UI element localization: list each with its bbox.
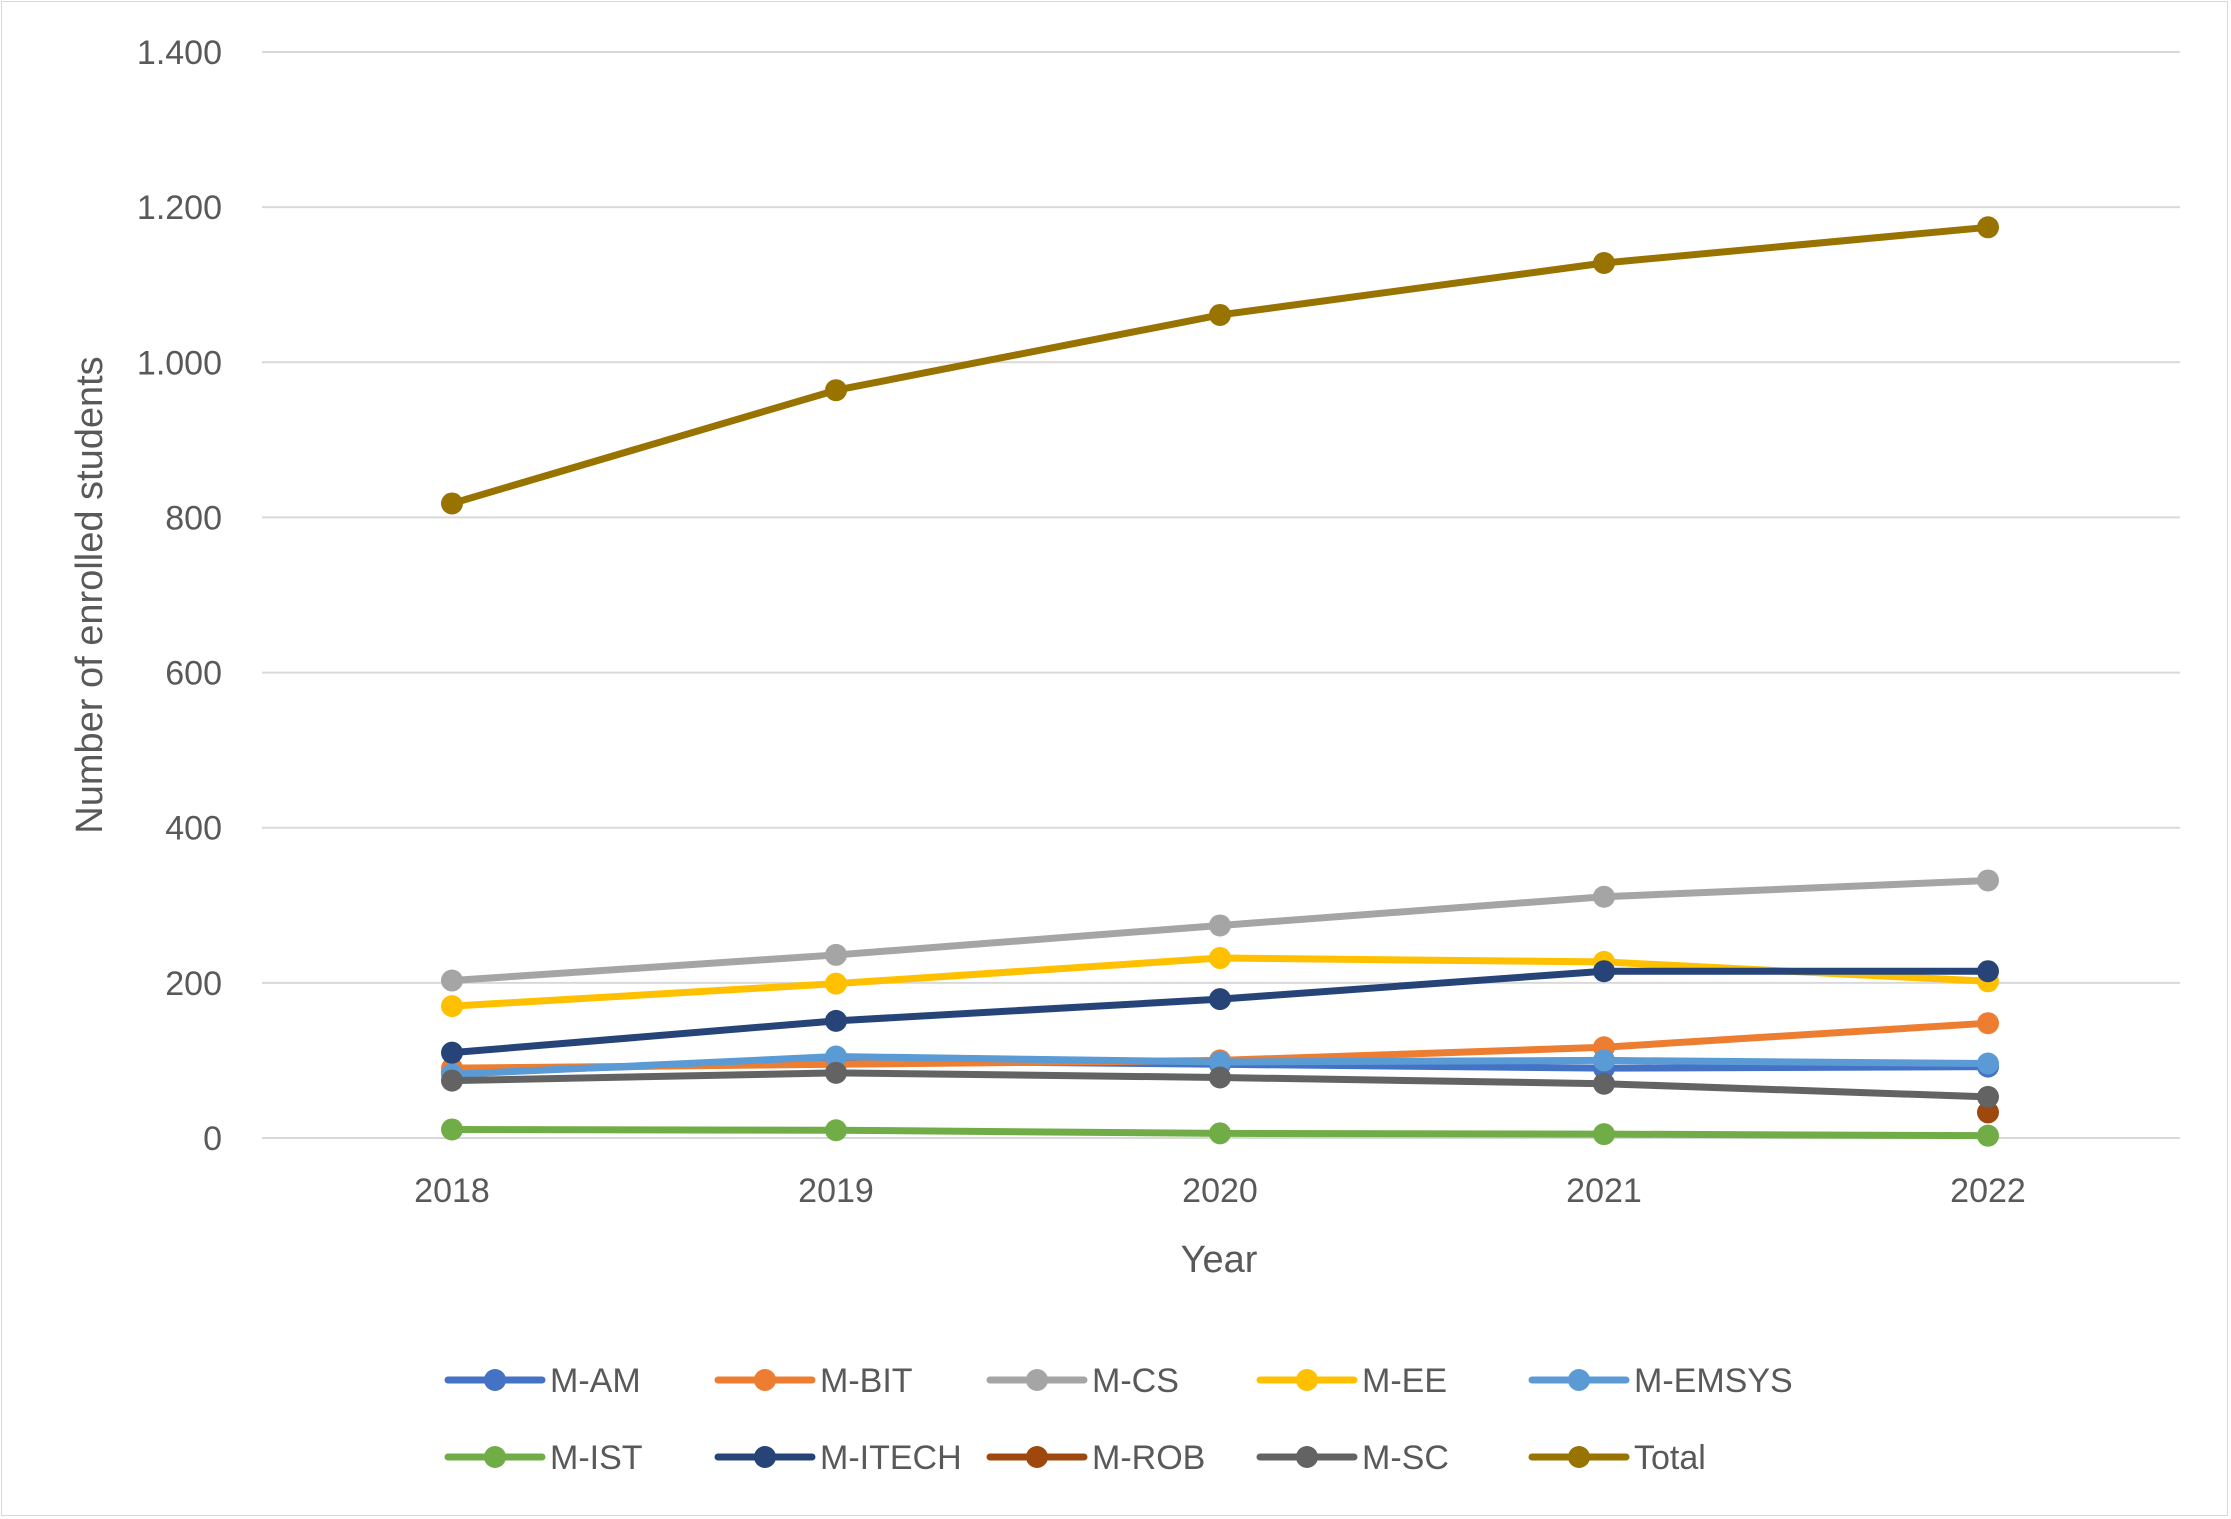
data-point-m-rob	[1977, 1101, 1999, 1124]
legend-marker-m-am	[484, 1369, 506, 1391]
y-tick-label: 0	[203, 1120, 222, 1158]
y-tick-label: 200	[165, 965, 222, 1003]
legend-marker-m-sc	[1296, 1446, 1318, 1468]
y-tick-label: 600	[165, 655, 222, 693]
data-point-m-cs	[1593, 885, 1615, 908]
legend-label: Total	[1634, 1439, 1706, 1477]
series-lines	[441, 216, 1999, 1147]
series-m-itech	[441, 960, 1999, 1064]
legend-item-m-emsys: M-EMSYS	[1528, 1362, 1793, 1400]
data-point-m-itech	[1209, 988, 1231, 1011]
series-total	[441, 216, 1999, 515]
legend-marker-m-bit	[754, 1369, 776, 1391]
data-point-m-cs	[1209, 914, 1231, 937]
legend-item-m-rob: M-ROB	[986, 1439, 1205, 1477]
data-point-m-itech	[441, 1041, 463, 1064]
data-point-m-sc	[441, 1069, 463, 1092]
y-tick-label: 1.400	[137, 34, 222, 72]
legend-item-m-sc: M-SC	[1256, 1439, 1449, 1477]
y-axis-title: Number of enrolled students	[69, 356, 111, 833]
data-point-m-ee	[825, 972, 847, 995]
data-point-m-ist	[825, 1119, 847, 1142]
data-point-m-sc	[1977, 1085, 1999, 1108]
y-tick-label: 800	[165, 499, 222, 537]
data-point-m-emsys	[1209, 1050, 1231, 1073]
legend-label: M-EE	[1362, 1362, 1447, 1400]
data-point-m-ee	[1209, 947, 1231, 970]
x-tick-label: 2020	[1182, 1172, 1258, 1210]
data-point-m-emsys	[1977, 1052, 1999, 1075]
x-tick-label: 2021	[1566, 1172, 1642, 1210]
legend-label: M-EMSYS	[1634, 1362, 1793, 1400]
data-point-m-itech	[1593, 960, 1615, 983]
legend-marker-m-ist	[484, 1446, 506, 1468]
legend-item-m-ist: M-IST	[444, 1439, 643, 1477]
x-tick-label: 2018	[414, 1172, 490, 1210]
x-axis-title: Year	[1181, 1239, 1258, 1281]
legend-marker-m-cs	[1026, 1369, 1048, 1391]
data-point-m-cs	[441, 969, 463, 992]
x-tick-label: 2019	[798, 1172, 874, 1210]
legend-label: M-ROB	[1092, 1439, 1205, 1477]
legend-item-m-am: M-AM	[444, 1362, 641, 1400]
legend-marker-m-ee	[1296, 1369, 1318, 1391]
data-point-m-cs	[1977, 869, 1999, 892]
legend-label: M-ITECH	[820, 1439, 962, 1477]
legend-label: M-AM	[550, 1362, 641, 1400]
legend-item-total: Total	[1528, 1439, 1706, 1477]
series-m-cs	[441, 869, 1999, 992]
data-point-m-ist	[1593, 1123, 1615, 1146]
legend-label: M-CS	[1092, 1362, 1179, 1400]
legend-marker-total	[1568, 1446, 1590, 1468]
x-tick-label: 2022	[1950, 1172, 2026, 1210]
data-point-total	[441, 492, 463, 515]
series-m-rob	[1977, 1101, 1999, 1124]
series-line-total	[448, 223, 1992, 507]
y-axis-ticks: 0 200 400 600 800 1.000 1.200 1.400	[137, 34, 222, 1158]
legend-item-m-bit: M-BIT	[714, 1362, 913, 1400]
gridlines	[262, 51, 2180, 984]
data-point-total	[1593, 251, 1615, 274]
legend-marker-m-rob	[1026, 1446, 1048, 1468]
legend-item-m-itech: M-ITECH	[714, 1439, 962, 1477]
data-point-m-sc	[1593, 1072, 1615, 1095]
series-m-sc	[441, 1061, 1999, 1108]
y-tick-label: 400	[165, 810, 222, 848]
data-point-m-ee	[441, 995, 463, 1018]
legend: M-AM M-BIT M-CS M-EE M-EMSYS M-IST M-ITECH M-RO…	[444, 1362, 1793, 1477]
data-point-m-ist	[1977, 1124, 1999, 1147]
data-point-m-emsys	[825, 1045, 847, 1068]
legend-marker-m-itech	[754, 1446, 776, 1468]
data-point-m-emsys	[1593, 1049, 1615, 1072]
data-point-total	[1209, 303, 1231, 326]
legend-item-m-cs: M-CS	[986, 1362, 1179, 1400]
data-point-total	[1977, 216, 1999, 239]
data-point-m-sc	[1209, 1066, 1231, 1089]
data-point-m-itech	[825, 1009, 847, 1032]
legend-label: M-IST	[550, 1439, 643, 1477]
data-point-m-cs	[825, 943, 847, 966]
data-point-m-ist	[441, 1118, 463, 1141]
data-point-m-bit	[1977, 1012, 1999, 1035]
data-point-total	[825, 379, 847, 402]
data-point-m-ist	[1209, 1122, 1231, 1145]
y-tick-label: 1.000	[137, 344, 222, 382]
legend-item-m-ee: M-EE	[1256, 1362, 1447, 1400]
legend-marker-m-emsys	[1568, 1369, 1590, 1391]
legend-label: M-BIT	[820, 1362, 913, 1400]
x-axis-ticks: 2018 2019 2020 2021 2022	[414, 1172, 2026, 1210]
y-tick-label: 1.200	[137, 189, 222, 227]
legend-label: M-SC	[1362, 1439, 1449, 1477]
data-point-m-sc	[825, 1061, 847, 1084]
series-m-ist	[441, 1118, 1999, 1147]
data-point-m-itech	[1977, 960, 1999, 983]
